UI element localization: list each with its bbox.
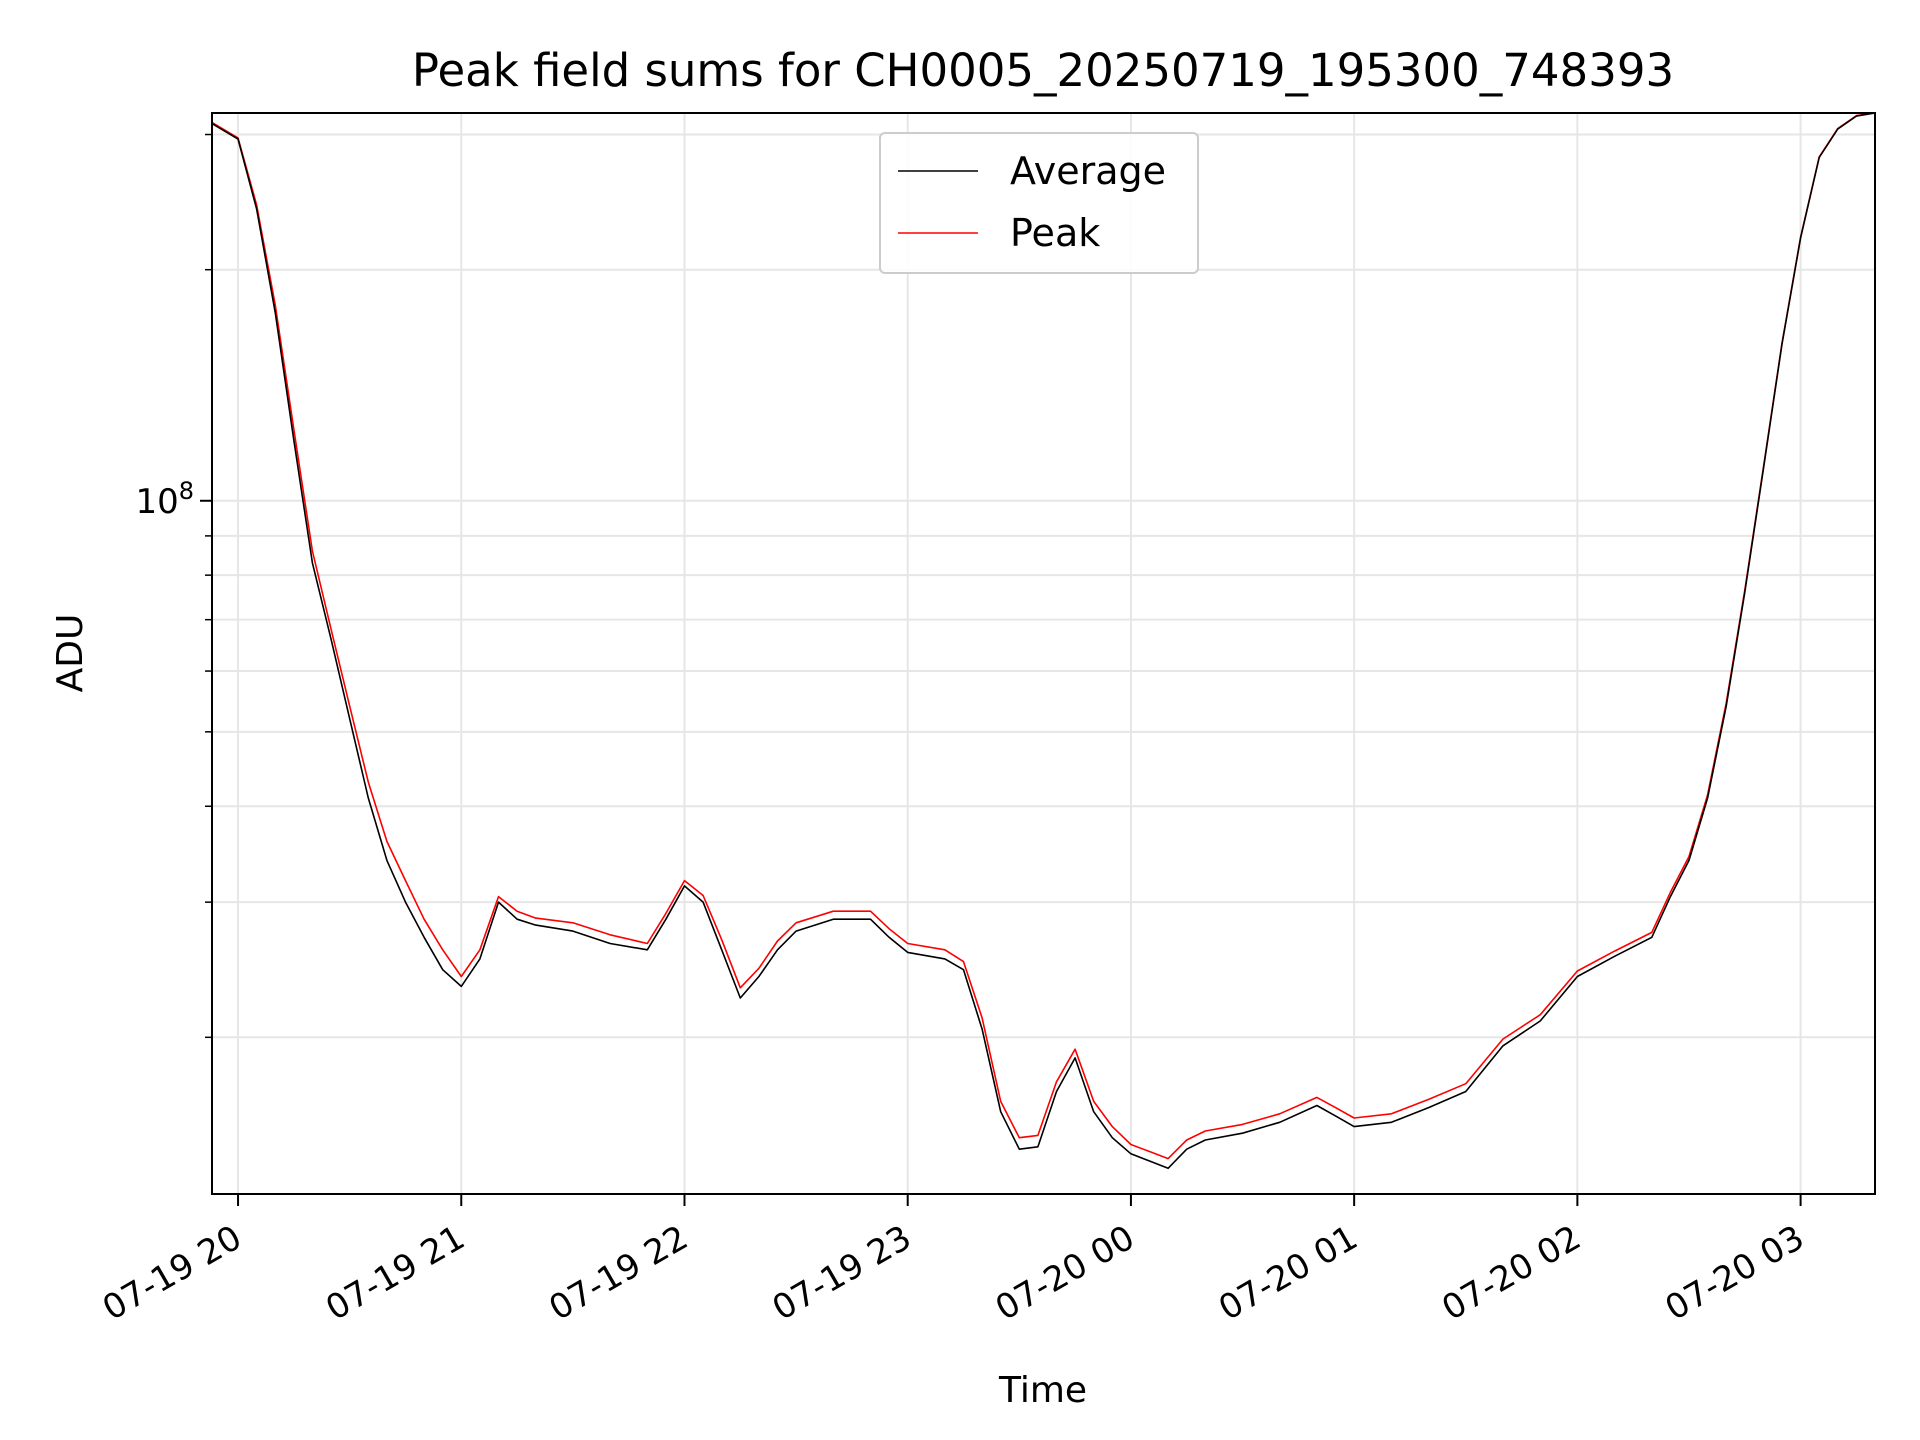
legend-box — [879, 132, 1199, 274]
y-axis-label: ADU — [50, 614, 91, 693]
x-axis-label: Time — [998, 1370, 1087, 1411]
grid — [212, 113, 1875, 1194]
chart-title: Peak field sums for CH0005_20250719_1953… — [412, 44, 1674, 97]
legend: Average Peak — [879, 132, 1199, 274]
series-line-average — [211, 112, 1876, 1170]
plot-frame — [211, 112, 1876, 1195]
legend-label-peak: Peak — [1010, 211, 1100, 255]
legend-label-average: Average — [1010, 149, 1166, 193]
series-lines — [211, 112, 1876, 1170]
y-tick-label: 108 — [135, 477, 194, 522]
series-line-peak — [211, 112, 1876, 1160]
